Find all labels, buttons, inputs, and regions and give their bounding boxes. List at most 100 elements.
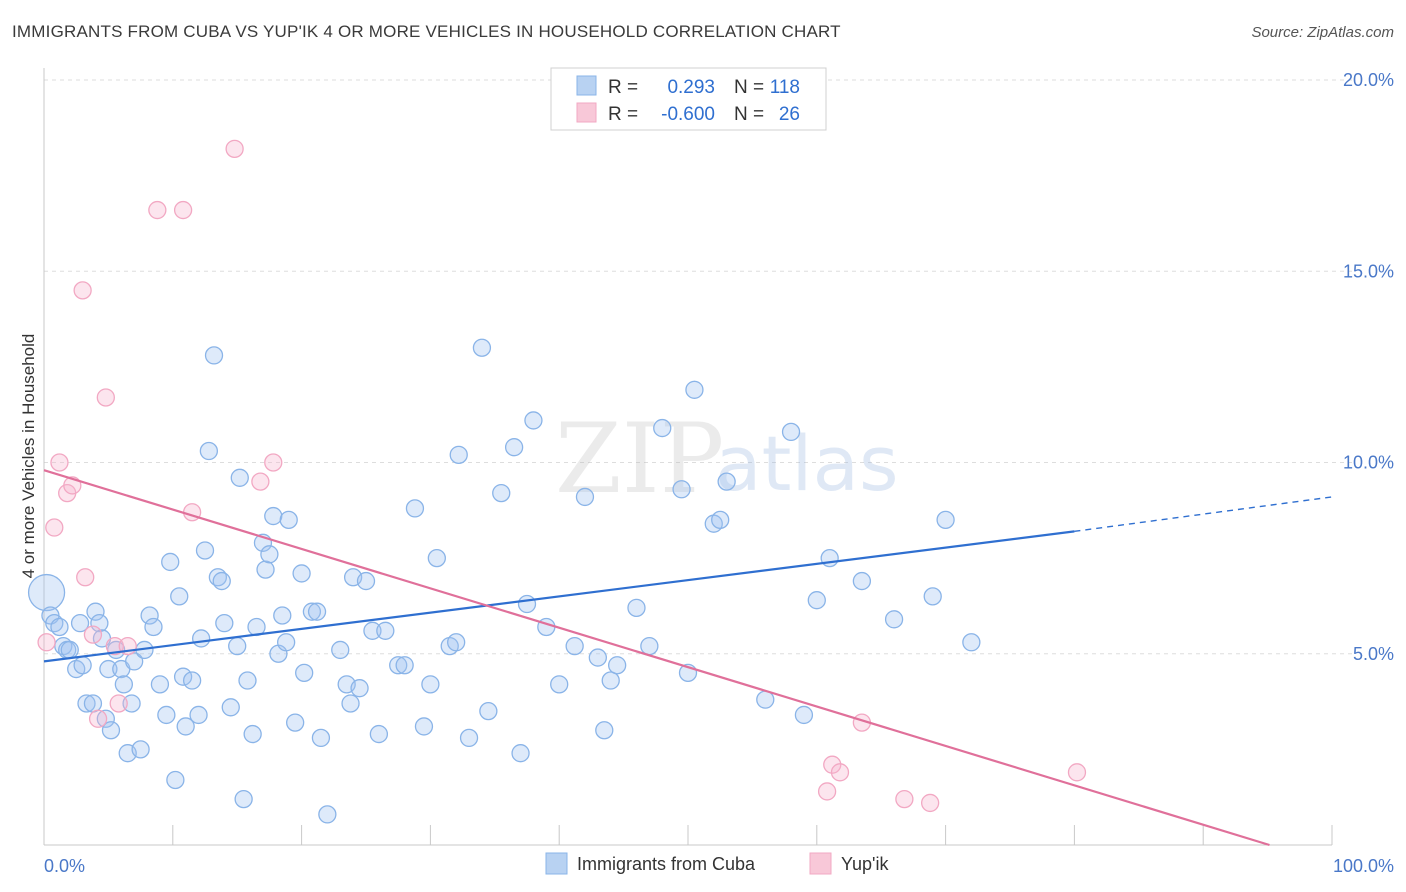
point-cuba: [414, 717, 434, 736]
point-cuba: [161, 552, 180, 572]
point-cuba: [212, 571, 231, 591]
point-cuba: [77, 694, 96, 713]
point-yupik: [109, 694, 128, 713]
point-cuba: [717, 472, 736, 491]
y-tick-label: 15.0%: [1343, 261, 1394, 281]
point-cuba: [238, 671, 257, 690]
point-cuba: [640, 636, 659, 656]
point-cuba: [395, 656, 414, 675]
trend-line-cuba: [43, 530, 1075, 663]
x-tick-label-min: 0.0%: [44, 856, 85, 876]
point-cuba: [331, 640, 350, 660]
point-cuba: [781, 422, 801, 442]
x-tick-label-max: 100.0%: [1333, 856, 1394, 876]
series-yupik-points: [37, 139, 1087, 813]
point-cuba: [711, 510, 730, 530]
chart-title: IMMIGRANTS FROM CUBA VS YUP'IK 4 OR MORE…: [12, 22, 841, 41]
point-cuba: [356, 571, 376, 591]
point-cuba: [131, 740, 150, 759]
y-tick-label: 10.0%: [1343, 453, 1394, 473]
point-cuba: [575, 487, 595, 507]
point-cuba: [307, 602, 327, 621]
point-cuba: [595, 721, 614, 740]
point-cuba: [195, 541, 215, 560]
watermark: ZIP atlas: [555, 403, 899, 515]
point-cuba: [884, 610, 904, 629]
point-cuba: [627, 598, 646, 617]
point-cuba: [601, 671, 620, 690]
point-cuba: [234, 789, 253, 809]
point-cuba: [176, 717, 195, 736]
point-yupik: [105, 636, 124, 656]
point-cuba: [427, 548, 446, 568]
point-yupik: [173, 200, 193, 220]
legend-n-value-yupik: 26: [779, 104, 800, 125]
point-cuba: [191, 629, 211, 648]
point-cuba: [608, 656, 627, 675]
point-cuba: [144, 617, 163, 637]
point-cuba: [260, 545, 279, 564]
point-yupik: [920, 793, 940, 813]
point-cuba: [588, 648, 607, 667]
legend-r-value-cuba: 0.293: [667, 77, 715, 98]
trend-lines: [43, 469, 1333, 847]
point-cuba: [166, 770, 185, 790]
x-axis-ticks: [172, 825, 1333, 845]
point-yupik: [830, 763, 850, 782]
point-cuba: [286, 713, 305, 732]
point-cuba: [449, 445, 468, 465]
bottom-legend-label-yupik: Yup'ik: [841, 854, 889, 874]
point-cuba: [653, 418, 672, 438]
point-cuba: [122, 694, 141, 713]
point-cuba: [140, 606, 159, 625]
point-cuba: [962, 633, 981, 652]
point-yupik: [45, 518, 64, 537]
source-label: Source: ZipAtlas.com: [1251, 24, 1394, 41]
point-cuba: [807, 591, 826, 610]
point-yupik: [823, 755, 842, 774]
point-yupik: [88, 709, 108, 728]
y-tick-label: 20.0%: [1343, 70, 1394, 90]
point-yupik: [264, 453, 283, 472]
point-cuba: [215, 614, 234, 633]
point-cuba: [421, 675, 440, 694]
point-cuba: [125, 652, 144, 671]
trend-line-yupik: [43, 469, 1270, 847]
gridlines: [44, 79, 1352, 655]
point-cuba: [479, 701, 498, 721]
point-yupik: [148, 200, 167, 220]
point-cuba: [182, 671, 202, 690]
point-cuba: [376, 621, 395, 640]
point-yupik: [37, 633, 56, 652]
point-cuba: [302, 602, 322, 621]
point-cuba: [794, 705, 814, 725]
point-yupik: [817, 782, 837, 801]
point-cuba: [189, 705, 208, 725]
point-cuba: [363, 621, 382, 640]
point-cuba: [228, 636, 247, 656]
point-cuba: [27, 573, 66, 612]
point-cuba: [923, 587, 942, 606]
legend-n-label-yupik: N =: [734, 104, 764, 125]
point-yupik: [76, 568, 95, 587]
legend-r-label-cuba: R =: [608, 77, 638, 98]
watermark-zip: ZIP: [555, 403, 724, 515]
point-cuba: [517, 594, 537, 614]
point-yupik: [895, 789, 914, 809]
point-yupik: [73, 281, 92, 300]
point-cuba: [459, 728, 479, 748]
point-cuba: [243, 724, 262, 744]
point-cuba: [101, 721, 121, 740]
point-cuba: [150, 675, 170, 694]
point-cuba: [389, 656, 408, 675]
point-cuba: [221, 698, 240, 717]
point-cuba: [565, 636, 584, 656]
trend-line-cuba-extension: [1074, 496, 1333, 533]
point-cuba: [73, 656, 92, 675]
point-cuba: [524, 411, 543, 430]
y-axis-label: 4 or more Vehicles in Household: [19, 334, 38, 579]
point-cuba: [96, 709, 115, 728]
series-legend: Immigrants from Cuba Yup'ik: [545, 852, 889, 875]
point-yupik: [251, 472, 270, 491]
